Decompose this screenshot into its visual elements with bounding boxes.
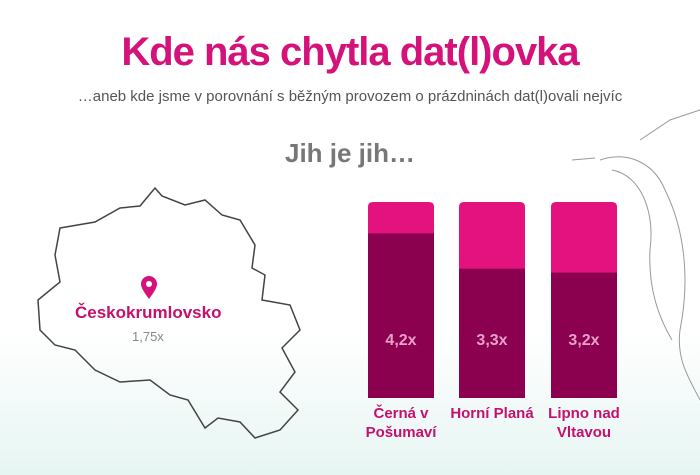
bird-sketch [571,109,700,401]
value-label: 4,2x [385,332,416,349]
map-value: 1,75x [132,329,164,344]
map-pin-dot [146,281,152,287]
subtitle: …aneb kde jsme v porovnání s běžným prov… [77,88,623,105]
map-outline [37,186,301,439]
value-label: 3,2x [568,332,599,349]
chart-title: Jih je jih… [284,138,416,168]
category-label: Černá v Pošumaví [365,405,437,441]
title: Kde nás chytla dat(l)ovka [121,30,579,74]
bar [551,272,617,398]
map-pin [141,276,157,299]
bar [459,268,525,398]
value-label: 3,3x [476,332,507,349]
category-label: Horní Planá [450,405,534,422]
bar [368,233,434,398]
category-label: Lipno nad Vltavou [548,405,620,441]
map-label: Českokrumlovsko [75,303,222,322]
